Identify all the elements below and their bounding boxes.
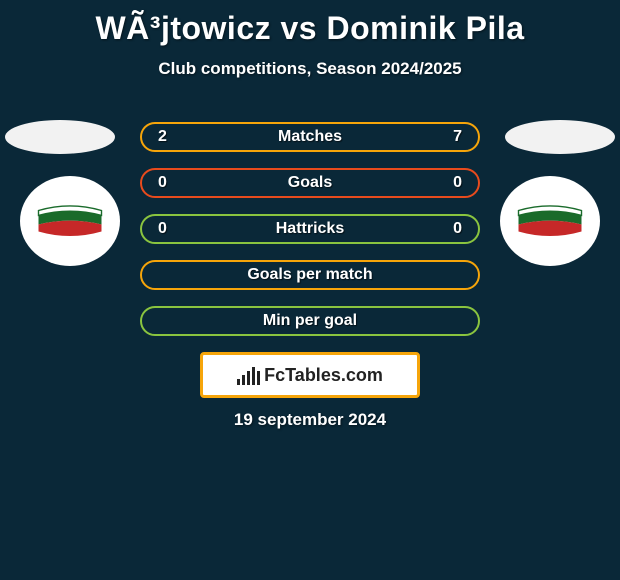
stat-right-value: 7: [422, 128, 462, 146]
flag-right: [505, 120, 615, 154]
stat-row-hattricks: 0 Hattricks 0: [140, 214, 480, 244]
stats-panel: 2 Matches 7 0 Goals 0 0 Hattricks 0 Goal…: [140, 122, 480, 352]
club-crest-icon: [35, 196, 105, 246]
fctables-logo: FcTables.com: [237, 365, 383, 386]
stat-row-matches: 2 Matches 7: [140, 122, 480, 152]
date-text: 19 september 2024: [0, 410, 620, 430]
stat-row-goals-per-match: Goals per match: [140, 260, 480, 290]
club-badge-left: [20, 176, 120, 266]
source-attribution[interactable]: FcTables.com: [200, 352, 420, 398]
club-badge-right: [500, 176, 600, 266]
stat-left-value: 2: [158, 128, 198, 146]
bars-icon: [237, 365, 260, 385]
page-subtitle: Club competitions, Season 2024/2025: [0, 59, 620, 79]
stat-label: Hattricks: [198, 220, 422, 238]
brand-text: FcTables.com: [264, 365, 383, 386]
stat-row-min-per-goal: Min per goal: [140, 306, 480, 336]
stat-label: Matches: [198, 128, 422, 146]
stat-left-value: 0: [158, 220, 198, 238]
flag-left: [5, 120, 115, 154]
stat-right-value: 0: [422, 174, 462, 192]
stat-row-goals: 0 Goals 0: [140, 168, 480, 198]
stat-label: Goals per match: [198, 266, 422, 284]
club-crest-icon: [515, 196, 585, 246]
stat-label: Min per goal: [198, 312, 422, 330]
page-title: WÃ³jtowicz vs Dominik Pila: [0, 0, 620, 47]
stat-label: Goals: [198, 174, 422, 192]
stat-right-value: 0: [422, 220, 462, 238]
stat-left-value: 0: [158, 174, 198, 192]
